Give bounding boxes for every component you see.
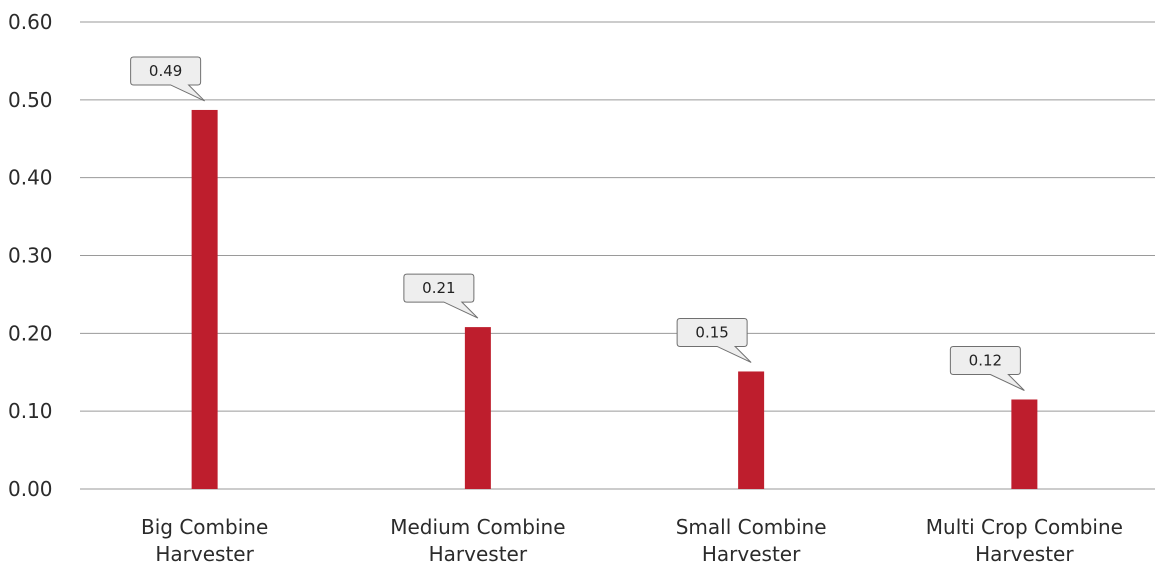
bars [191, 109, 1038, 490]
data-label-callout: 0.12 [949, 345, 1025, 391]
gridlines [80, 21, 1155, 490]
callout-box [403, 273, 479, 319]
x-category-label: Harvester [429, 542, 528, 566]
y-tick-label: 0.60 [8, 10, 53, 34]
x-category-label: Harvester [975, 542, 1074, 566]
data-labels: 0.49 0.21 0.15 0.12 [130, 56, 1025, 391]
x-category-label: Harvester [155, 542, 254, 566]
data-label-callout: 0.15 [676, 317, 752, 363]
data-label: 0.15 [695, 323, 728, 341]
y-tick-label: 0.10 [8, 399, 53, 423]
bar [464, 327, 491, 489]
x-category-label: Multi Crop Combine [926, 515, 1123, 539]
data-label: 0.12 [969, 351, 1002, 369]
y-tick-label: 0.20 [8, 321, 53, 345]
callout-box [130, 56, 205, 102]
data-label: 0.49 [149, 62, 182, 80]
y-tick-label: 0.50 [8, 88, 53, 112]
x-category-label: Small Combine [676, 515, 827, 539]
x-category-label: Medium Combine [390, 515, 565, 539]
y-tick-label: 0.30 [8, 244, 53, 268]
y-tick-label: 0.40 [8, 166, 53, 190]
data-label: 0.21 [422, 279, 455, 297]
bar [191, 109, 218, 490]
bar [1011, 399, 1038, 489]
y-tick-label: 0.00 [8, 477, 53, 501]
x-category-label: Big Combine [141, 515, 268, 539]
data-label-callout: 0.21 [403, 273, 479, 319]
callout-box [676, 317, 752, 363]
callout-box [949, 345, 1025, 391]
data-label-callout: 0.49 [130, 56, 205, 102]
y-axis-ticks: 0.00 0.10 0.20 0.30 0.40 0.50 0.60 [8, 10, 53, 501]
x-category-label: Harvester [702, 542, 801, 566]
x-axis-categories: Big Combine Harvester Medium Combine Harves… [141, 515, 1123, 566]
bar [738, 371, 765, 489]
